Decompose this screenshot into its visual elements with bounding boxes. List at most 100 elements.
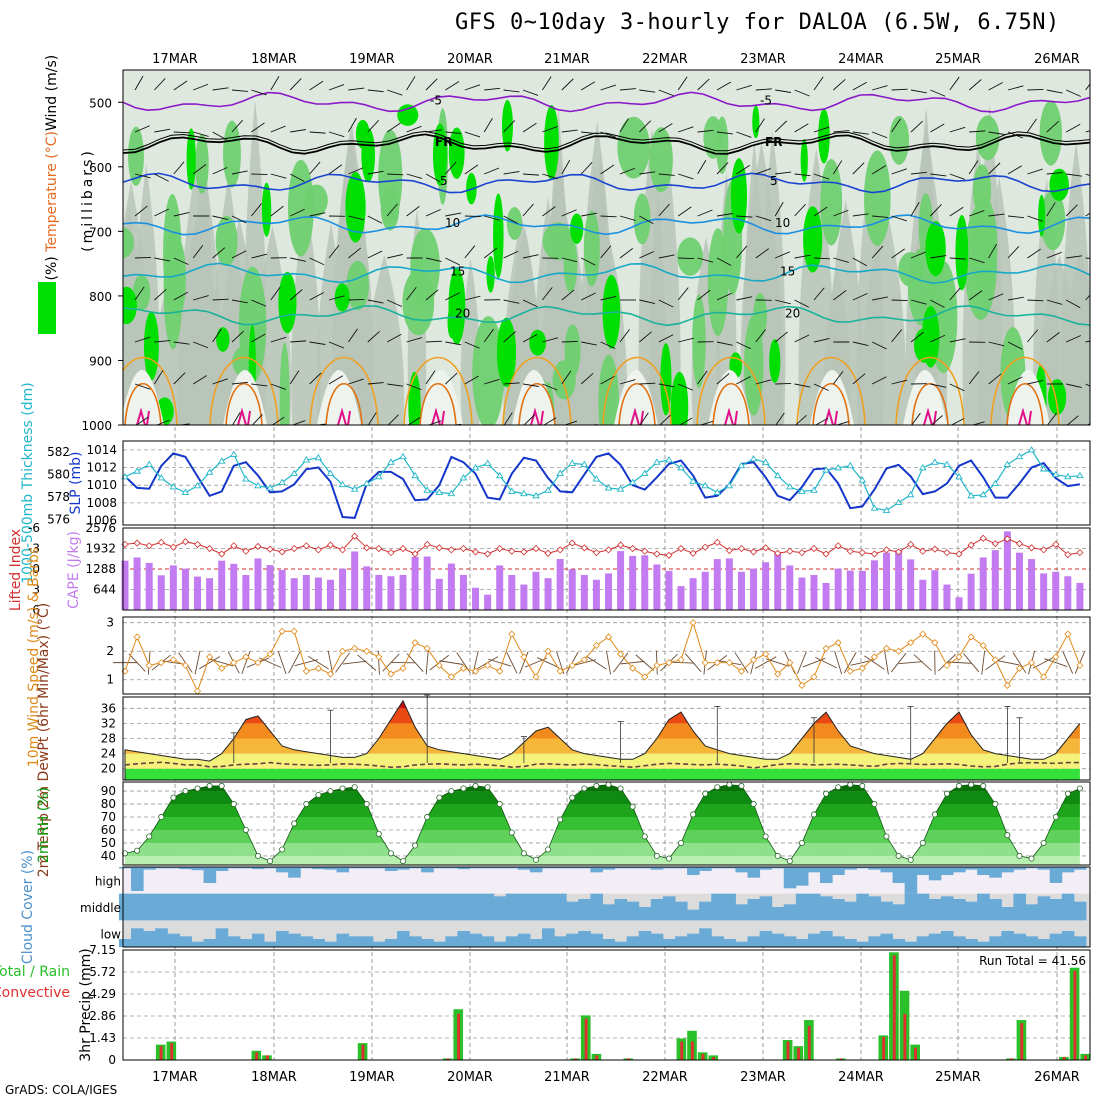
wind-barb	[522, 383, 539, 387]
wind-barb	[483, 247, 498, 259]
thickness-point	[677, 464, 685, 471]
wind-barb	[639, 89, 656, 93]
wind-barb	[212, 378, 228, 385]
wind-barb	[561, 209, 577, 217]
thickness-point	[375, 472, 383, 480]
wind-speed-point	[544, 647, 552, 655]
cloud-middle-bar	[191, 893, 205, 921]
wind-barb	[678, 337, 694, 343]
panel-frame	[122, 866, 1091, 948]
li-point	[629, 544, 637, 553]
li-point	[907, 540, 915, 548]
rh-point	[883, 833, 890, 840]
cloud-middle-bar	[251, 893, 265, 921]
cloud-high-bar	[916, 867, 930, 875]
rh-high-blob	[730, 158, 748, 234]
cloud-middle-bar	[517, 893, 531, 921]
wind-speed-point	[399, 664, 407, 672]
wind-barb	[231, 170, 248, 175]
wind-barb	[251, 203, 262, 217]
wind-barb	[949, 383, 965, 392]
rh-point	[581, 785, 588, 792]
wind-barb	[736, 245, 748, 259]
cloud-middle-bar	[844, 901, 857, 921]
cloud-high-bar	[1049, 867, 1063, 883]
wind-barb	[445, 292, 460, 301]
wind-barb	[755, 118, 765, 133]
temp-tick-label: 24	[101, 747, 116, 761]
cloud-high-bar	[396, 867, 410, 870]
cloud-low-bar	[795, 939, 809, 947]
precip-tick-label: 1.43	[89, 1031, 116, 1045]
rh-point	[678, 839, 685, 846]
rh-high-blob	[493, 193, 504, 279]
wind-barb	[949, 206, 964, 217]
cloud-low-bar	[118, 939, 132, 947]
wind-barb	[522, 173, 539, 176]
cloud-low-bar	[251, 933, 265, 947]
thickness-point	[1051, 470, 1060, 478]
isotherm-35	[431, 407, 445, 425]
wind-barb	[212, 328, 222, 343]
thickness-point	[834, 464, 842, 471]
cloud-middle-bar	[590, 893, 603, 921]
thickness-point	[314, 453, 323, 461]
rh-point	[279, 846, 286, 853]
wind-barb	[988, 82, 1003, 91]
wind-barb	[736, 131, 752, 138]
cloud-low-bar	[566, 933, 579, 947]
li-point	[157, 538, 165, 546]
rh-point	[714, 784, 721, 791]
wind-barb	[775, 89, 792, 93]
date-label-bottom: 26MAR	[1034, 1070, 1080, 1085]
cloud-high-bar	[372, 867, 386, 869]
rh-mid-blob	[1039, 100, 1063, 166]
rh-point	[1016, 852, 1023, 859]
wind-barb	[445, 161, 457, 175]
wind-barb	[289, 370, 300, 385]
rh-tick-label: 40	[101, 849, 116, 863]
cloud-high-bar	[626, 867, 640, 869]
date-label-top: 21MAR	[544, 52, 590, 67]
rh-point	[146, 833, 153, 840]
wind-barb	[232, 412, 241, 425]
cloud-high-bar	[457, 867, 470, 870]
cloud-high-bar	[348, 867, 362, 869]
wind-speed-point	[810, 673, 818, 681]
cape-bar	[725, 558, 733, 610]
wind-barb	[620, 426, 635, 432]
cloud-high-bar	[251, 867, 265, 870]
thickness-point	[1003, 460, 1012, 467]
wind-barb	[852, 341, 869, 347]
cloud-middle-bar	[711, 893, 724, 921]
wind-barb	[173, 257, 189, 265]
rh-high-blob	[278, 271, 297, 334]
wind-barb	[192, 375, 208, 385]
cloud-low-bar	[155, 928, 168, 947]
rh-mid-blob	[649, 127, 673, 193]
li-point	[762, 544, 770, 552]
rh-mid-blob	[287, 159, 314, 257]
wind-barb	[968, 290, 983, 301]
wind-barb	[619, 379, 636, 385]
li-point	[145, 542, 153, 550]
isotherm-30	[1006, 382, 1044, 425]
li-point	[967, 541, 975, 549]
cape-bar	[858, 570, 866, 610]
temp-band	[125, 768, 1080, 780]
wind-barb	[445, 81, 460, 91]
wind-barb	[1065, 204, 1078, 217]
wind-barb	[173, 211, 190, 217]
wind-speed-point	[858, 664, 866, 672]
isotherm-25	[696, 356, 766, 425]
wind-speed-point	[713, 659, 721, 667]
isotherm-label: 5	[440, 174, 448, 188]
wind-barb	[892, 426, 907, 432]
wind-barb	[270, 383, 286, 390]
wind-barb	[1085, 212, 1090, 217]
cloud-high-bar	[856, 867, 869, 869]
cloud-low-bar	[131, 928, 144, 947]
panel-frame	[122, 616, 1091, 695]
wind-speed-point	[568, 661, 576, 670]
wind-barb	[891, 248, 905, 259]
